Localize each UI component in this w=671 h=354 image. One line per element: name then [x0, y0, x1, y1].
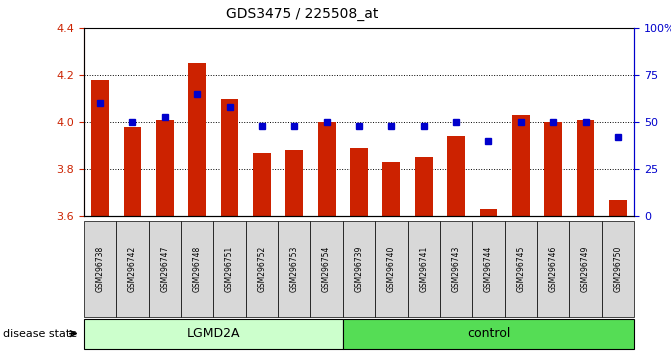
- Text: control: control: [467, 327, 510, 340]
- Text: GDS3475 / 225508_at: GDS3475 / 225508_at: [225, 7, 378, 21]
- Text: GSM296751: GSM296751: [225, 246, 234, 292]
- Text: GSM296749: GSM296749: [581, 246, 590, 292]
- Bar: [317, 122, 336, 216]
- Text: GSM296742: GSM296742: [128, 246, 137, 292]
- Bar: [447, 136, 465, 216]
- Bar: [156, 120, 174, 216]
- Text: disease state: disease state: [3, 329, 77, 339]
- Text: GSM296746: GSM296746: [549, 246, 558, 292]
- Text: GSM296743: GSM296743: [452, 246, 460, 292]
- Bar: [480, 209, 497, 216]
- Bar: [576, 120, 595, 216]
- Text: GSM296744: GSM296744: [484, 246, 493, 292]
- Bar: [415, 157, 433, 216]
- Text: GSM296750: GSM296750: [613, 246, 623, 292]
- Bar: [544, 122, 562, 216]
- Text: GSM296741: GSM296741: [419, 246, 428, 292]
- Bar: [123, 127, 142, 216]
- Text: GSM296745: GSM296745: [516, 246, 525, 292]
- Bar: [91, 80, 109, 216]
- Text: GSM296740: GSM296740: [387, 246, 396, 292]
- Bar: [512, 115, 529, 216]
- Bar: [609, 200, 627, 216]
- Bar: [253, 153, 271, 216]
- Text: GSM296739: GSM296739: [354, 246, 364, 292]
- Bar: [285, 150, 303, 216]
- Bar: [189, 63, 206, 216]
- Bar: [350, 148, 368, 216]
- Text: GSM296754: GSM296754: [322, 246, 331, 292]
- Text: LGMD2A: LGMD2A: [187, 327, 240, 340]
- Text: GSM296738: GSM296738: [95, 246, 105, 292]
- Text: GSM296753: GSM296753: [290, 246, 299, 292]
- Text: GSM296748: GSM296748: [193, 246, 202, 292]
- Text: GSM296747: GSM296747: [160, 246, 169, 292]
- Text: GSM296752: GSM296752: [258, 246, 266, 292]
- Bar: [221, 99, 238, 216]
- Bar: [382, 162, 400, 216]
